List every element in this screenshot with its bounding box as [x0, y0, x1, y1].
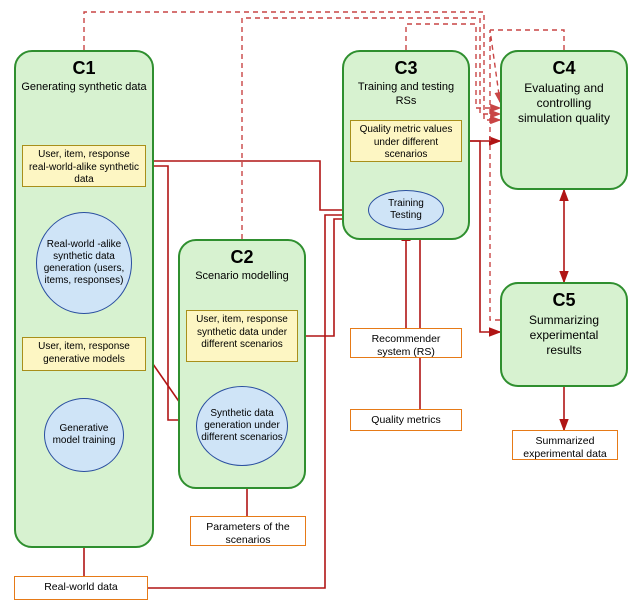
e1-text: Real-world -alike synthetic data generat…	[41, 239, 127, 287]
o3-text: Recommender system (RS)	[372, 333, 441, 358]
dashed-edge	[490, 30, 564, 50]
c4-title: C4	[506, 58, 622, 79]
orange-o1: Real-world data	[14, 576, 148, 600]
container-c5: C5 Summarizing experimental results	[500, 282, 628, 387]
o4-text: Quality metrics	[371, 414, 440, 426]
c3-subtitle: Training and testing RSs	[348, 81, 464, 109]
c2-title: C2	[184, 247, 300, 268]
c1-title: C1	[20, 58, 148, 79]
c1-subtitle: Generating synthetic data	[20, 81, 148, 95]
yellow-y1: User, item, response real-world-alike sy…	[22, 145, 146, 187]
yellow-y2: User, item, response generative models	[22, 337, 146, 371]
solid-edge	[470, 141, 500, 332]
c4-subtitle: Evaluating and controlling simulation qu…	[506, 81, 622, 126]
orange-o5: Summarized experimental data	[512, 430, 618, 460]
orange-o4: Quality metrics	[350, 409, 462, 431]
e2-text: Generative model training	[49, 423, 119, 447]
e3-text: Synthetic data generation under differen…	[201, 408, 283, 444]
yellow-y4: Quality metric values under different sc…	[350, 120, 462, 162]
y3-text: User, item, response synthetic data unde…	[196, 314, 288, 350]
c5-subtitle: Summarizing experimental results	[506, 313, 622, 358]
o2-text: Parameters of the scenarios	[206, 521, 289, 546]
y1-text: User, item, response real-world-alike sy…	[29, 149, 139, 185]
ellipse-e4: Training Testing	[368, 190, 444, 230]
y2-text: User, item, response generative models	[38, 341, 130, 365]
e4-text: Training Testing	[373, 198, 439, 222]
c2-subtitle: Scenario modelling	[184, 270, 300, 284]
ellipse-e2: Generative model training	[44, 398, 124, 472]
c5-title: C5	[506, 290, 622, 311]
solid-edge	[146, 161, 368, 210]
o5-text: Summarized experimental data	[523, 435, 606, 460]
o1-text: Real-world data	[44, 581, 118, 593]
orange-o2: Parameters of the scenarios	[190, 516, 306, 546]
container-c4: C4 Evaluating and controlling simulation…	[500, 50, 628, 190]
ellipse-e3: Synthetic data generation under differen…	[196, 386, 288, 466]
yellow-y3: User, item, response synthetic data unde…	[186, 310, 298, 362]
orange-o3: Recommender system (RS)	[350, 328, 462, 358]
y4-text: Quality metric values under different sc…	[360, 124, 453, 160]
dashed-edge	[490, 30, 500, 320]
ellipse-e1: Real-world -alike synthetic data generat…	[36, 212, 132, 314]
c3-title: C3	[348, 58, 464, 79]
